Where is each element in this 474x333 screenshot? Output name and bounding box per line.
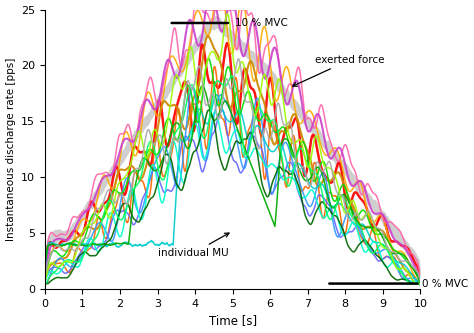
X-axis label: Time [s]: Time [s] bbox=[209, 314, 257, 327]
Text: exerted force: exerted force bbox=[293, 55, 385, 86]
Y-axis label: Instantaneous discharge rate [pps]: Instantaneous discharge rate [pps] bbox=[6, 58, 16, 241]
Text: 0 % MVC: 0 % MVC bbox=[422, 279, 468, 289]
Text: individual MU: individual MU bbox=[157, 233, 229, 258]
Text: 10 % MVC: 10 % MVC bbox=[235, 18, 287, 28]
